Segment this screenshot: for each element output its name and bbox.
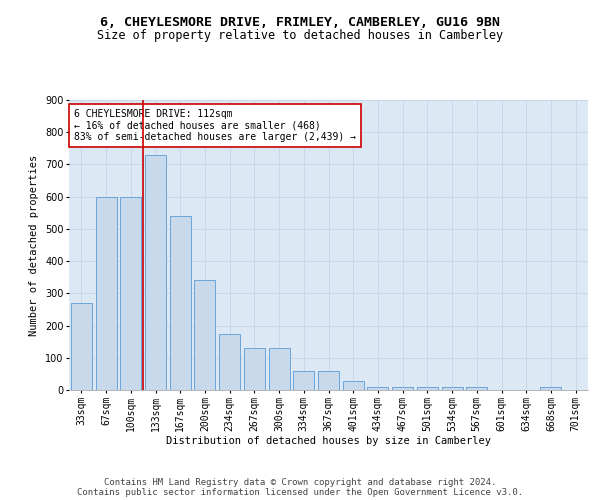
X-axis label: Distribution of detached houses by size in Camberley: Distribution of detached houses by size … [166,436,491,446]
Text: Contains HM Land Registry data © Crown copyright and database right 2024.
Contai: Contains HM Land Registry data © Crown c… [77,478,523,497]
Bar [269,348,290,390]
Bar [95,196,116,390]
Bar [120,196,141,390]
Bar [466,387,487,390]
Bar [194,280,215,390]
Bar [219,334,240,390]
Text: Size of property relative to detached houses in Camberley: Size of property relative to detached ho… [97,28,503,42]
Bar [71,303,92,390]
Bar [392,387,413,390]
Text: 6 CHEYLESMORE DRIVE: 112sqm
← 16% of detached houses are smaller (468)
83% of se: 6 CHEYLESMORE DRIVE: 112sqm ← 16% of det… [74,108,356,142]
Bar [170,216,191,390]
Y-axis label: Number of detached properties: Number of detached properties [29,154,40,336]
Bar [343,382,364,390]
Bar [367,387,388,390]
Text: 6, CHEYLESMORE DRIVE, FRIMLEY, CAMBERLEY, GU16 9BN: 6, CHEYLESMORE DRIVE, FRIMLEY, CAMBERLEY… [100,16,500,29]
Bar [541,387,562,390]
Bar [417,387,438,390]
Bar [442,387,463,390]
Bar [318,370,339,390]
Bar [244,348,265,390]
Bar [145,155,166,390]
Bar [293,370,314,390]
